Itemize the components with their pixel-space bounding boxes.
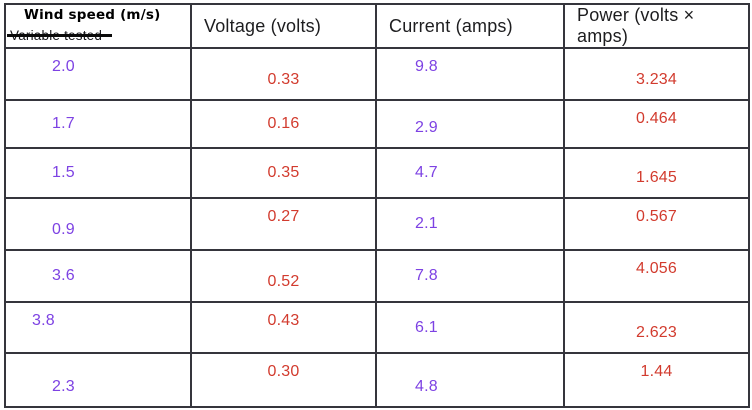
power-value: 3.234	[563, 47, 750, 101]
power-value: 0.567	[563, 197, 750, 251]
table-row: 3.6 0.52 7.8 4.056	[4, 249, 750, 303]
table-row: 3.8 0.43 6.1 2.623	[4, 301, 750, 354]
table-row: 1.5 0.35 4.7 1.645	[4, 147, 750, 199]
struck-label-wrap: Variable tested	[6, 24, 190, 45]
current-value: 2.9	[375, 99, 565, 149]
current-value: 9.8	[375, 47, 565, 101]
header-row: Wind speed (m/s) Variable tested Voltage…	[4, 3, 750, 49]
table-row: 2.3 0.30 4.8 1.44	[4, 352, 750, 408]
wind-speed-value: 0.9	[4, 197, 192, 251]
voltage-value: 0.43	[190, 301, 377, 354]
power-value: 2.623	[563, 301, 750, 354]
voltage-value: 0.52	[190, 249, 377, 303]
voltage-value: 0.27	[190, 197, 377, 251]
current-value: 2.1	[375, 197, 565, 251]
current-value: 4.7	[375, 147, 565, 199]
voltage-value: 0.16	[190, 99, 377, 149]
power-value: 0.464	[563, 99, 750, 149]
wind-speed-value: 1.5	[4, 147, 192, 199]
current-value: 7.8	[375, 249, 565, 303]
wind-speed-value: 3.6	[4, 249, 192, 303]
wind-speed-header-label: Wind speed (m/s)	[24, 7, 161, 23]
voltage-value: 0.30	[190, 352, 377, 408]
wind-speed-value: 1.7	[4, 99, 192, 149]
voltage-value: 0.35	[190, 147, 377, 199]
table-row: 1.7 0.16 2.9 0.464	[4, 99, 750, 149]
power-value: 1.44	[563, 352, 750, 408]
wind-speed-value: 3.8	[4, 301, 192, 354]
wind-speed-value: 2.0	[4, 47, 192, 101]
wind-turbine-data-table: Wind speed (m/s) Variable tested Voltage…	[4, 3, 750, 408]
struck-variable-tested-label: Variable tested	[6, 27, 113, 43]
current-value: 4.8	[375, 352, 565, 408]
wind-speed-value: 2.3	[4, 352, 192, 408]
col-header-voltage: Voltage (volts)	[190, 3, 377, 49]
col-header-wind-speed: Wind speed (m/s) Variable tested	[4, 3, 192, 49]
current-value: 6.1	[375, 301, 565, 354]
table-row: 0.9 0.27 2.1 0.567	[4, 197, 750, 251]
table-row: 2.0 0.33 9.8 3.234	[4, 47, 750, 101]
col-header-current: Current (amps)	[375, 3, 565, 49]
power-value: 4.056	[563, 249, 750, 303]
power-value: 1.645	[563, 147, 750, 199]
col-header-power: Power (volts × amps)	[563, 3, 750, 49]
voltage-value: 0.33	[190, 47, 377, 101]
